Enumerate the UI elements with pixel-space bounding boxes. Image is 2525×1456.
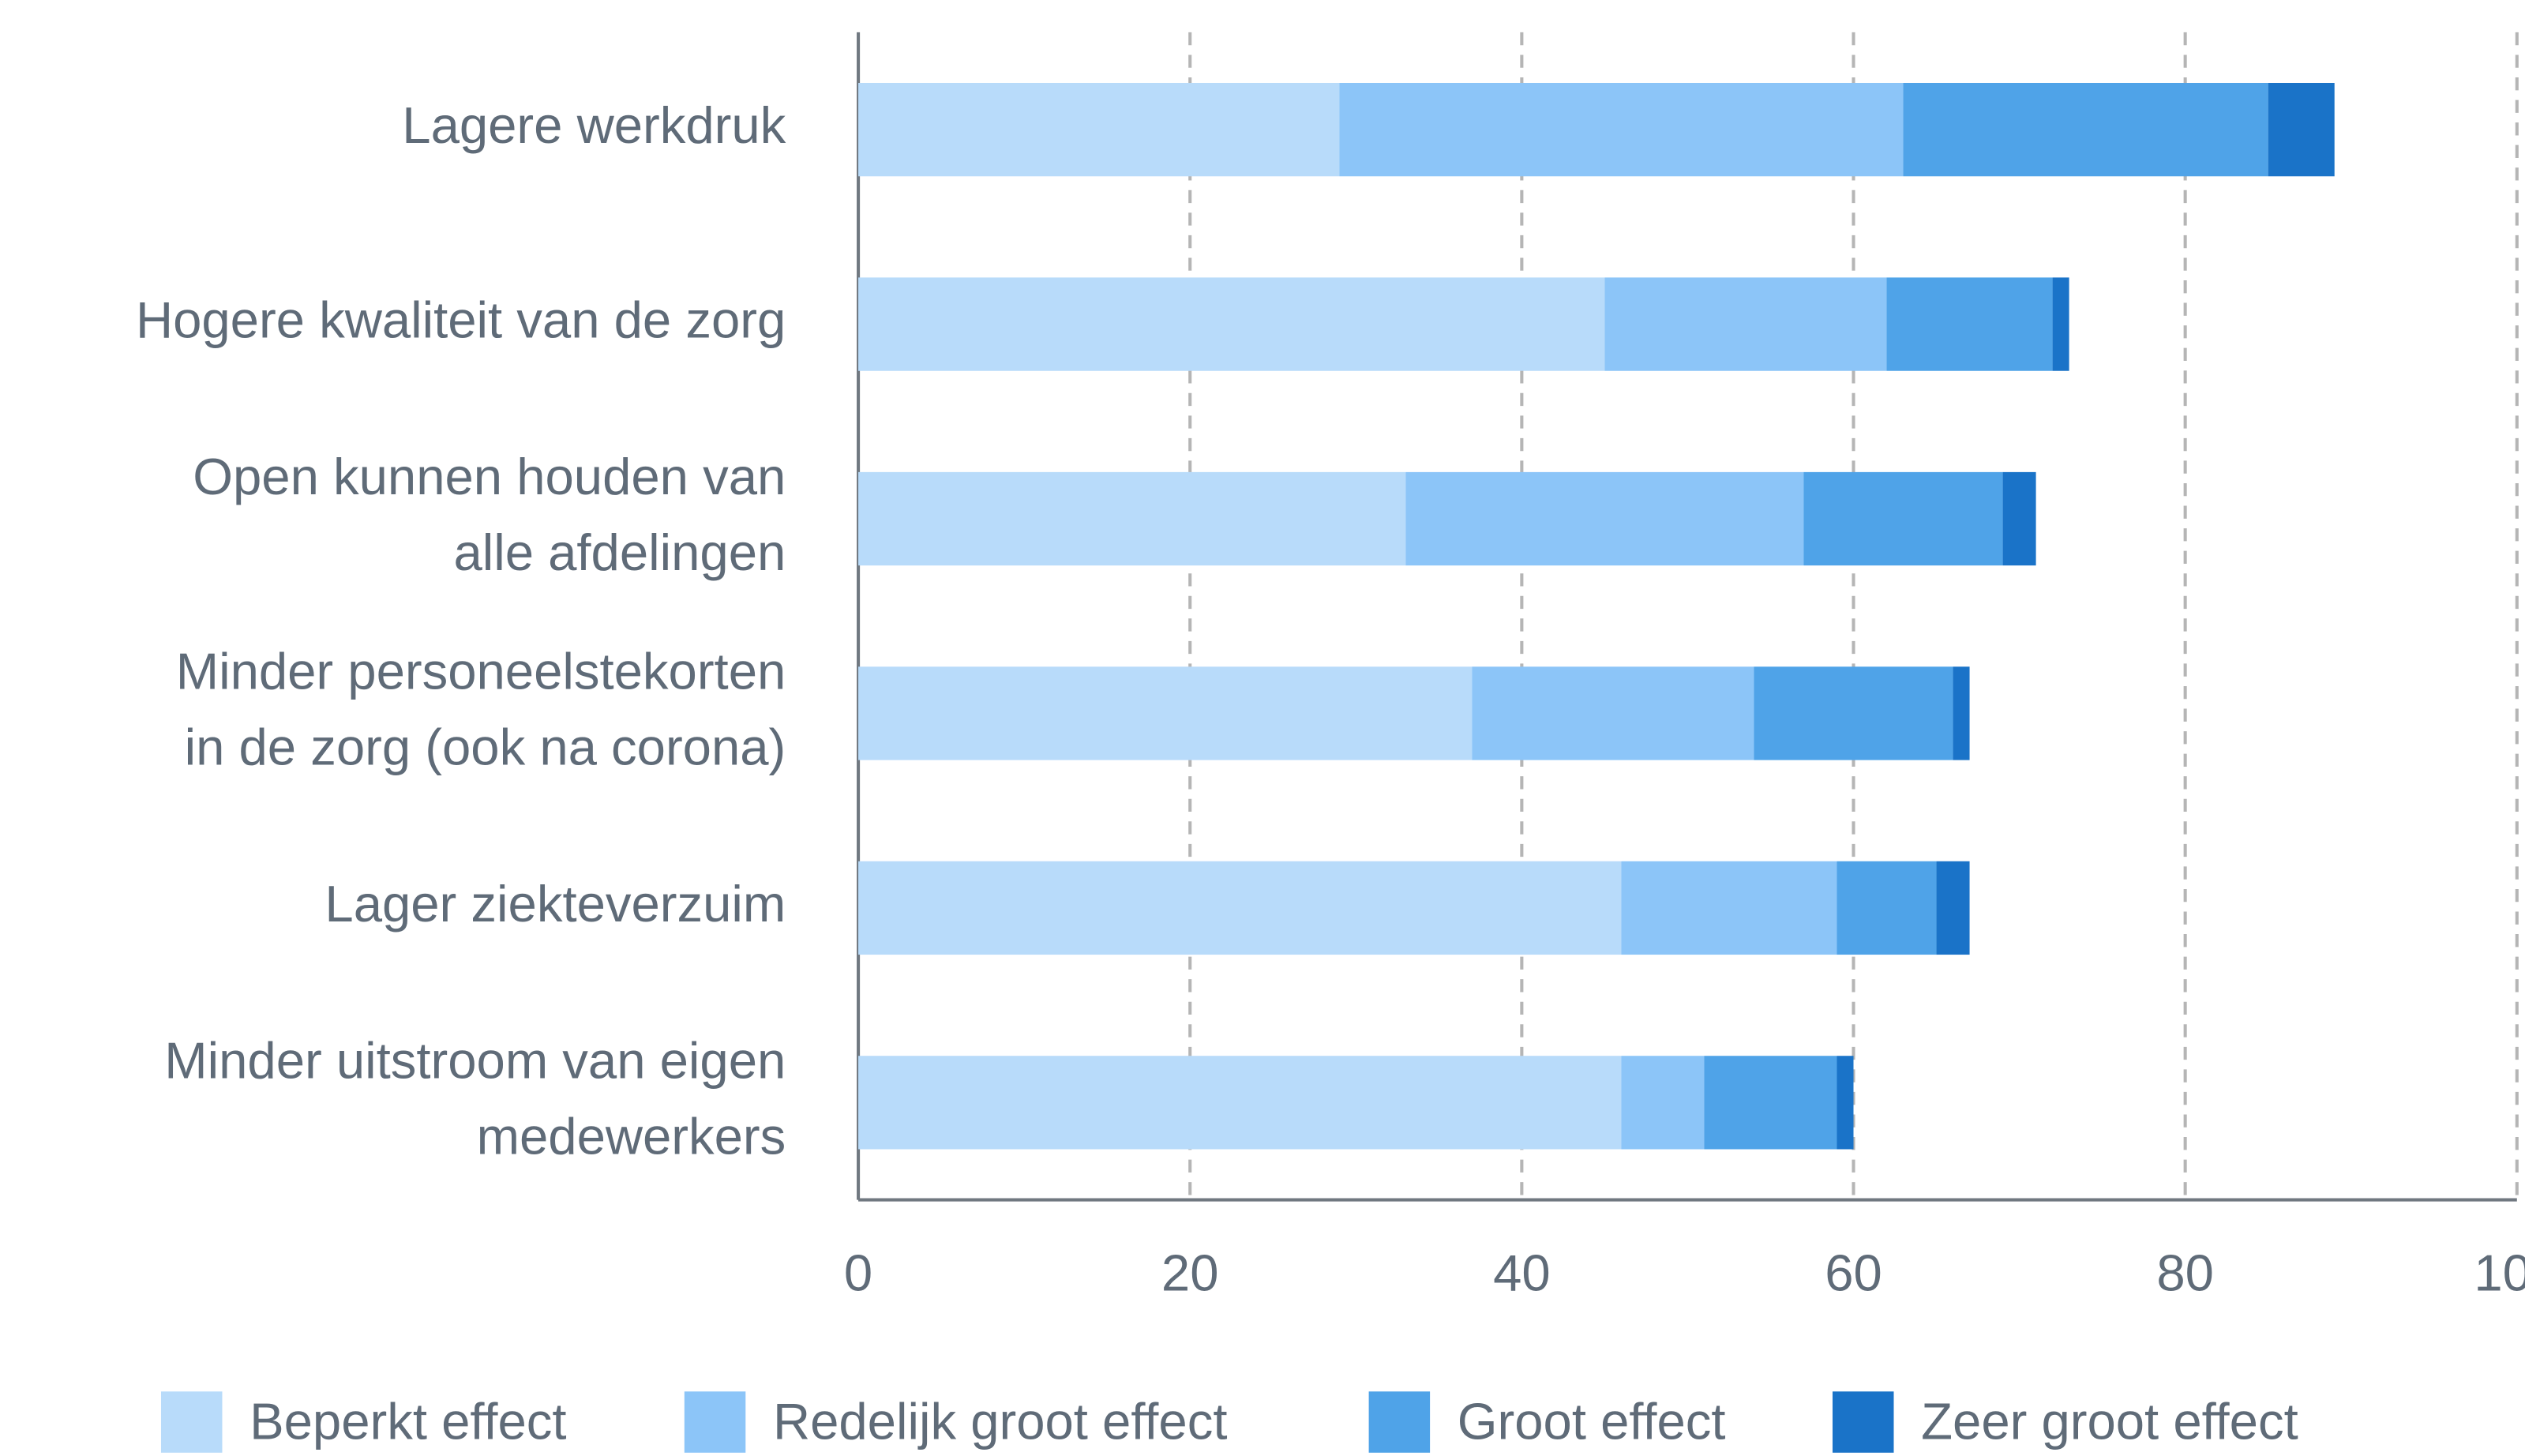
bar-segment: [1953, 666, 1970, 760]
y-tick-label: Minder uitstroom van eigen medewerkers: [164, 1032, 786, 1165]
bar-segment: [858, 861, 1622, 955]
y-tick-label-line: Minder uitstroom van eigen: [164, 1032, 786, 1090]
y-tick-label-line: Minder personeelstekorten: [176, 643, 786, 700]
y-tick-label: Lagere werkdruk: [402, 96, 786, 154]
bar-segment: [858, 82, 1340, 177]
bar-segment: [858, 666, 1473, 760]
bar-segment: [1339, 82, 1904, 177]
bar-segment: [1803, 471, 2003, 566]
bar-segment: [1754, 666, 1953, 760]
bar-segment: [858, 1056, 1622, 1150]
legend-swatch: [684, 1391, 746, 1453]
bar-segment: [2268, 82, 2335, 177]
y-tick-label: Hogere kwaliteit van de zorg: [136, 291, 786, 349]
y-tick-label-line: in de zorg (ook na corona): [185, 719, 786, 776]
y-tick-label-line: Open kunnen houden van: [193, 448, 786, 505]
y-tick-label: Open kunnen houden van alle afdelingen: [193, 448, 786, 581]
y-tick-label-line: medewerkers: [477, 1108, 786, 1165]
bar-segment: [1886, 277, 2053, 371]
bar-segment: [858, 277, 1605, 371]
legend-label: Redelijk groot effect: [773, 1392, 1228, 1450]
x-tick-label: 0: [844, 1244, 872, 1302]
bar-segment: [858, 471, 1406, 566]
bar-segment: [1472, 666, 1754, 760]
x-tick-label: 20: [1161, 1244, 1219, 1302]
legend-label: Beperkt effect: [249, 1392, 566, 1450]
y-tick-label-line: alle afdelingen: [453, 523, 786, 581]
bar-segment: [1405, 471, 1804, 566]
legend-label: Groot effect: [1458, 1392, 1726, 1450]
x-tick-label: 40: [1493, 1244, 1551, 1302]
bar-segment: [1903, 82, 2268, 177]
legend-swatch: [1368, 1391, 1431, 1453]
bar-segment: [1621, 1056, 1705, 1150]
bar-segment: [1837, 861, 1937, 955]
x-tick-label: 80: [2156, 1244, 2214, 1302]
bar-segment: [1936, 861, 1970, 955]
legend-swatch: [1832, 1391, 1894, 1453]
y-tick-label-line: Hogere kwaliteit van de zorg: [136, 291, 786, 349]
x-tick-label: 100: [2474, 1244, 2525, 1302]
y-tick-label: Lager ziekteverzuim: [325, 875, 786, 933]
bar-segment: [2052, 277, 2069, 371]
legend-label: Zeer groot effect: [1921, 1392, 2298, 1450]
bar-segment: [1704, 1056, 1837, 1150]
bar-segment: [1604, 277, 1887, 371]
legend-swatch: [160, 1391, 223, 1453]
y-tick-label-line: Lagere werkdruk: [402, 96, 786, 154]
bar-segment: [1837, 1056, 1854, 1150]
x-tick-label: 60: [1825, 1244, 1882, 1302]
y-tick-label-line: Lager ziekteverzuim: [325, 875, 786, 933]
bar-segment: [1621, 861, 1837, 955]
bar-segment: [2002, 471, 2036, 566]
y-tick-label: Minder personeelstekorten in de zorg (ook…: [176, 643, 786, 776]
